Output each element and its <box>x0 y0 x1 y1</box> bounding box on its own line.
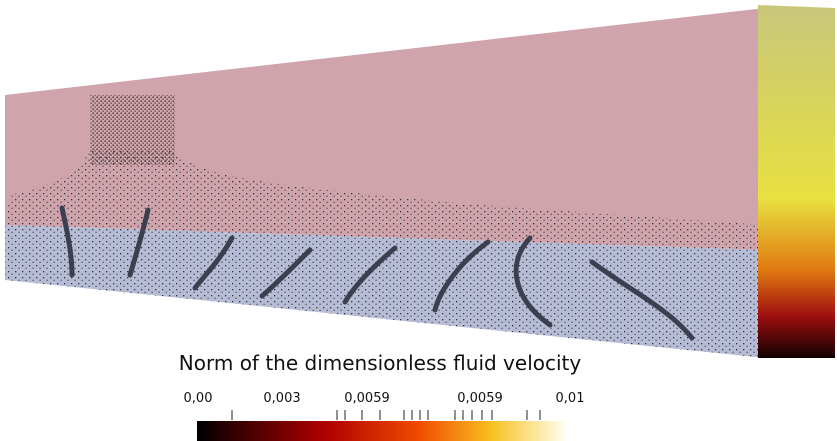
colorbar <box>197 421 565 441</box>
colorbar-label: 0,0059 <box>344 391 390 406</box>
colorbar-label: 0,01 <box>556 391 585 406</box>
fibers <box>59 205 695 341</box>
colorbar-label: 0,00 <box>184 391 213 406</box>
colorbar-labels: 0,00 0,003 0,0059 0,0059 0,01 <box>184 391 585 406</box>
colorbar-label: 0,0059 <box>457 391 503 406</box>
particle-column <box>90 95 175 165</box>
colorbar-title: Norm of the dimensionless fluid velocity <box>179 351 582 375</box>
colorbar-label: 0,003 <box>263 391 300 406</box>
particle-layer <box>5 150 765 250</box>
colorbar-ticks <box>231 410 541 420</box>
domain <box>5 5 835 358</box>
particles <box>5 225 765 358</box>
outlet-face <box>758 5 835 358</box>
